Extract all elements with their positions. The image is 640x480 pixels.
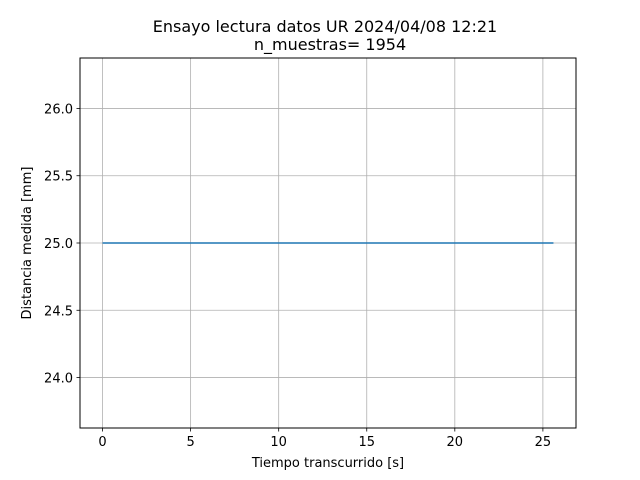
y-axis-ticks: 24.0 24.5 25.0 25.5 26.0 — [44, 102, 80, 387]
x-tick-label: 0 — [98, 435, 106, 450]
x-tick-label: 25 — [535, 435, 552, 450]
y-tick-label: 26.0 — [44, 102, 73, 117]
x-tick-label: 10 — [270, 435, 287, 450]
y-tick-label: 25.5 — [44, 170, 73, 185]
x-tick-label: 5 — [186, 435, 194, 450]
x-tick-label: 15 — [358, 435, 375, 450]
chart-subtitle: n_muestras= 1954 — [254, 35, 406, 55]
y-axis-label: Distancia medida [mm] — [20, 167, 35, 320]
x-axis-label: Tiempo transcurrido [s] — [251, 456, 404, 471]
y-tick-label: 24.5 — [44, 304, 73, 319]
y-tick-label: 25.0 — [44, 237, 73, 252]
x-tick-label: 20 — [447, 435, 464, 450]
x-axis-ticks: 0 5 10 15 20 25 — [98, 428, 551, 450]
y-tick-label: 24.0 — [44, 372, 73, 387]
chart-title: Ensayo lectura datos UR 2024/04/08 12:21 — [153, 17, 497, 36]
